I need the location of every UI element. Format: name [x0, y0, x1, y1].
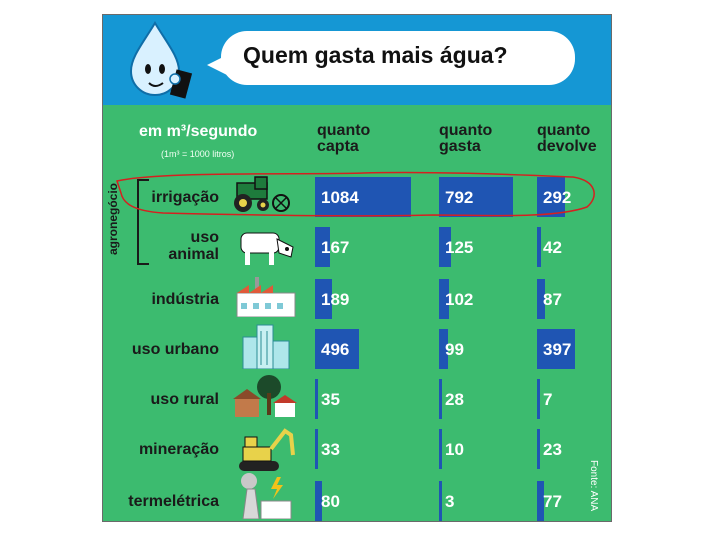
- bar: [439, 227, 451, 267]
- bar: [439, 379, 442, 419]
- tractor-icon: [234, 176, 290, 212]
- row-label-line: uso: [190, 229, 219, 246]
- column-header-line: gasta: [439, 138, 481, 155]
- row-label-line: termelétrica: [128, 493, 219, 510]
- bar-value-label: 23: [543, 440, 562, 459]
- bar-value-label: 10: [445, 440, 464, 459]
- bar-value-label: 167: [321, 238, 350, 257]
- bar: [315, 481, 323, 521]
- bar-value-label: 397: [543, 340, 572, 359]
- bar: [537, 177, 565, 217]
- bar-value-label: 496: [321, 340, 350, 359]
- bar-value-label: 792: [445, 188, 474, 207]
- bar-value-label: 28: [445, 390, 464, 409]
- speech-bubble: [221, 31, 575, 85]
- row-label: mineração: [139, 441, 219, 458]
- column-header-capta: quanto capta: [317, 123, 370, 155]
- column-header-line: quanto: [317, 122, 371, 139]
- unit-note: (1m³ = 1000 litros): [161, 149, 235, 159]
- bar: [315, 279, 332, 319]
- bar: [439, 177, 513, 217]
- cow-icon: [240, 232, 294, 265]
- bar: [315, 429, 318, 469]
- row-label-line: uso urbano: [131, 341, 219, 358]
- infographic-frame: Quem gasta mais água? em m³/segundo (1m³…: [102, 14, 612, 522]
- city-buildings-icon: [242, 324, 290, 369]
- bar: [315, 329, 359, 369]
- bar-value-label: 189: [321, 290, 350, 309]
- bar-value-label: 99: [445, 340, 464, 359]
- bar-value-label: 80: [321, 492, 340, 511]
- excavator-icon: [239, 428, 295, 471]
- bar-value-label: 3: [445, 492, 455, 511]
- column-header-line: capta: [317, 138, 359, 155]
- bar-value-label: 1084: [321, 188, 359, 207]
- factory-icon: [236, 277, 296, 317]
- row-label-line: animal: [168, 246, 219, 263]
- bar: [315, 379, 319, 419]
- page-title: Quem gasta mais água?: [243, 42, 508, 68]
- bar-value-label: 125: [445, 238, 474, 257]
- bar: [315, 177, 411, 217]
- bar: [315, 227, 330, 267]
- bar: [439, 429, 442, 469]
- row-label: termelétrica: [128, 493, 219, 510]
- bar: [439, 481, 442, 521]
- bar-value-label: 292: [543, 188, 572, 207]
- bar: [537, 379, 540, 419]
- bar: [537, 481, 545, 521]
- unit-label: em m³/segundo: [139, 123, 258, 140]
- bar: [439, 279, 449, 319]
- row-label: uso animal: [168, 229, 219, 263]
- row-label: uso urbano: [132, 341, 219, 358]
- bar: [537, 429, 540, 469]
- row-label-line: irrigação: [151, 189, 219, 206]
- column-header-gasta: quanto gasta: [439, 123, 492, 155]
- bar-value-label: 102: [445, 290, 474, 309]
- power-plant-icon: [241, 473, 292, 519]
- bar-value-label: 42: [543, 238, 562, 257]
- column-header-line: devolve: [537, 138, 597, 155]
- row-label: irrigação: [151, 189, 219, 206]
- bar: [439, 329, 449, 369]
- bar: [537, 329, 575, 369]
- bar-value-label: 33: [321, 440, 340, 459]
- row-label: uso rural: [151, 391, 219, 408]
- bar-value-label: 35: [321, 390, 340, 409]
- column-header-line: quanto: [537, 122, 591, 139]
- row-label-line: indústria: [151, 291, 219, 308]
- bar-value-label: 7: [543, 390, 553, 409]
- bar-value-label: 87: [543, 290, 562, 309]
- row-label-line: uso rural: [150, 391, 219, 408]
- farm-house-icon: [233, 375, 297, 417]
- red-highlight-annotation: [116, 171, 595, 217]
- column-header-devolve: quanto devolve: [537, 123, 597, 155]
- bar: [537, 279, 546, 319]
- bar-value-label: 77: [543, 492, 562, 511]
- agronegocio-bracket: [137, 179, 149, 265]
- column-header-line: quanto: [439, 122, 493, 139]
- bar: [537, 227, 542, 267]
- row-label-line: mineração: [138, 441, 219, 458]
- row-label: indústria: [151, 291, 219, 308]
- water-drop-mascot-icon: [129, 21, 193, 99]
